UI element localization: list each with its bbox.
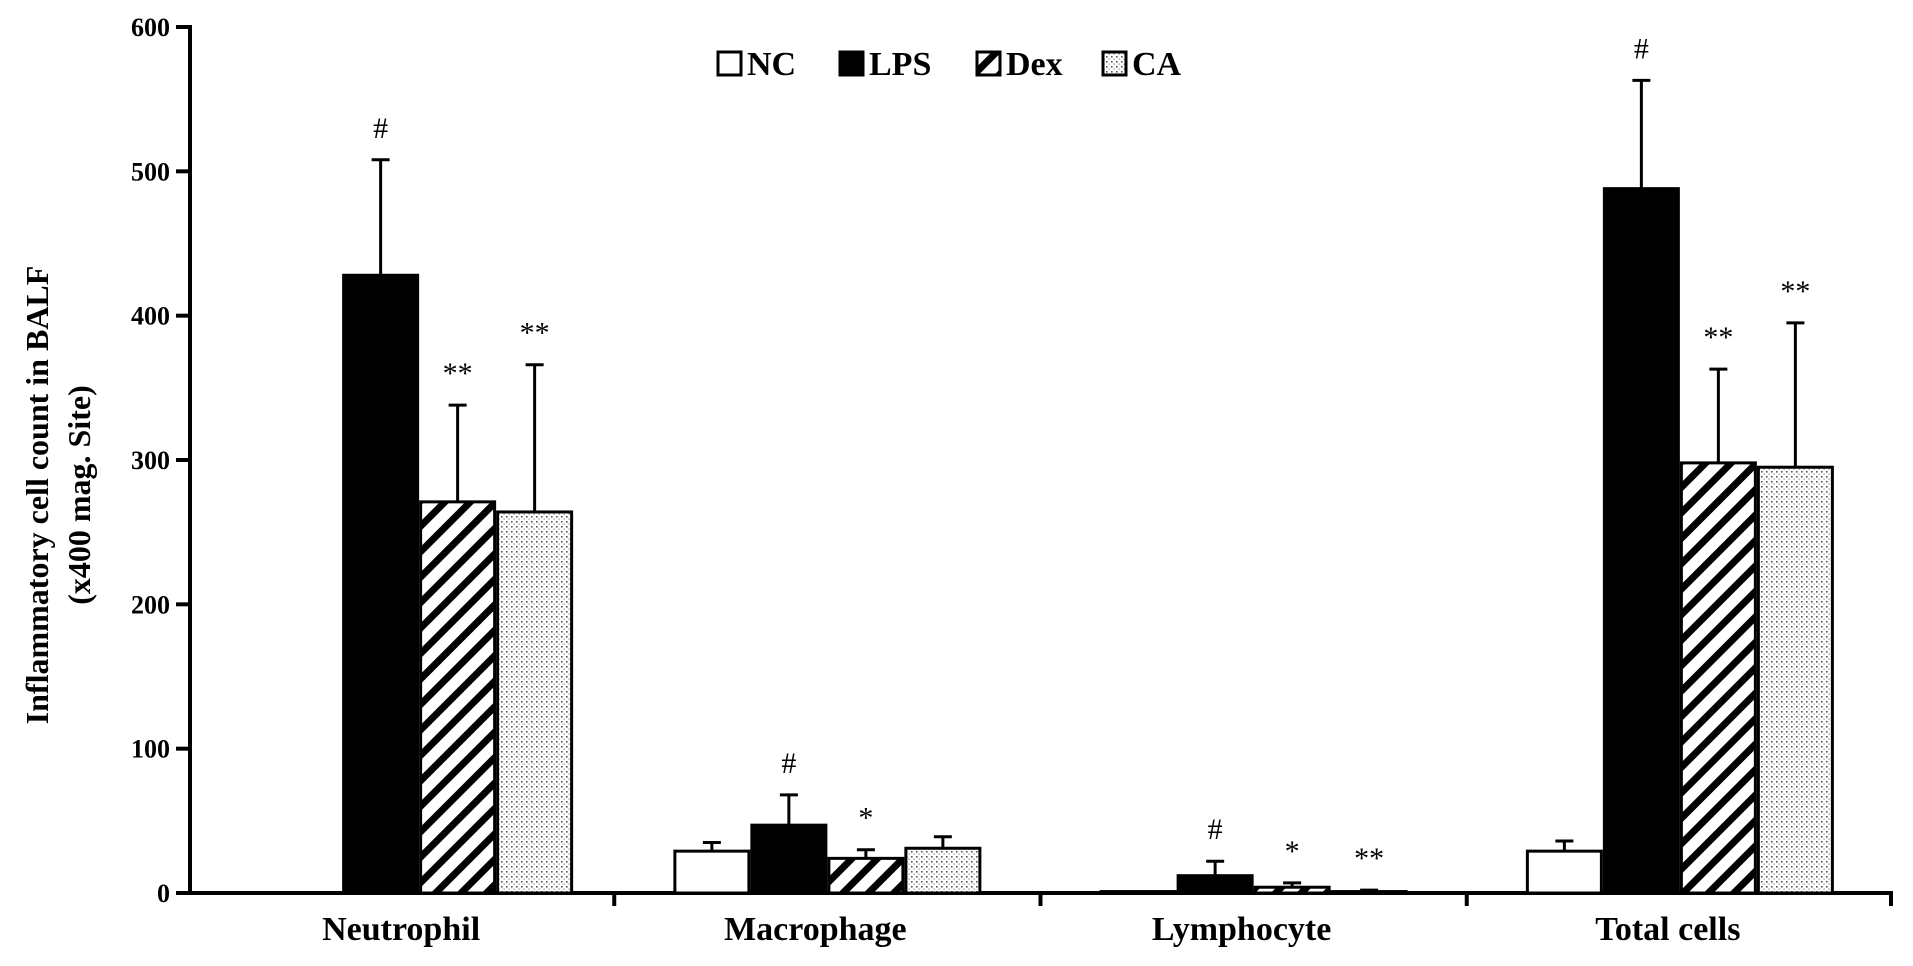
bar-nc-lymphocyte (1099, 890, 1177, 895)
y-tick-label: 300 (131, 446, 170, 475)
legend-label-dex: Dex (1006, 46, 1063, 83)
legend-swatch-ca (1101, 50, 1128, 77)
legend-label-ca: CA (1132, 46, 1182, 83)
significance-mark: # (1208, 813, 1223, 846)
significance-mark: ** (1703, 321, 1733, 354)
bar-lps-total-cells (1602, 187, 1680, 895)
significance-mark: ** (520, 317, 550, 350)
x-tick-labels: Neutrophil Macrophage Lymphocyte Total cell… (322, 911, 1740, 948)
bar-lps-macrophage (750, 823, 828, 895)
y-tick-label: 100 (131, 735, 170, 764)
legend-label-nc: NC (747, 46, 796, 83)
legend-swatch-nc (716, 50, 743, 77)
bar-ca-macrophage (904, 846, 982, 895)
legend-swatch-lps (838, 50, 865, 77)
bar-ca-total-cells (1756, 465, 1834, 895)
bar-lps-neutrophil (342, 273, 420, 895)
y-tick-label: 600 (131, 13, 170, 42)
legend-swatch-dex (975, 50, 1002, 77)
y-tick-label: 0 (157, 879, 170, 908)
significance-mark: ** (1354, 842, 1384, 875)
significance-mark: ** (1780, 275, 1810, 308)
bar-dex-lymphocyte (1253, 885, 1331, 895)
significance-mark: ** (443, 357, 473, 390)
bar-dex-total-cells (1679, 461, 1757, 895)
bars: #****#* #* **#**** (342, 32, 1834, 895)
y-axis-label-line-2: (x400 mag. Site) (61, 385, 97, 605)
bar-ca-lymphocyte (1330, 890, 1408, 895)
y-ticks: 0 100 200 300 400 500 600 (131, 13, 190, 908)
bar-ca-neutrophil (496, 510, 574, 895)
significance-mark: # (1634, 32, 1649, 65)
bar-dex-macrophage (827, 856, 905, 895)
significance-mark: # (373, 112, 388, 145)
y-tick-label: 500 (131, 157, 170, 186)
y-tick-label: 400 (131, 302, 170, 331)
bar-dex-neutrophil (419, 500, 497, 895)
y-axis-label: Inflammatory cell count in BALF (x400 ma… (19, 266, 97, 725)
x-tick-label: Lymphocyte (1152, 911, 1331, 948)
legend-label-lps: LPS (869, 46, 931, 83)
y-axis-label-line-1: Inflammatory cell count in BALF (19, 266, 55, 725)
x-tick-label: Neutrophil (322, 911, 480, 948)
bar-lps-lymphocyte (1176, 874, 1254, 895)
y-tick-label: 200 (131, 590, 170, 619)
bar-nc-macrophage (673, 849, 751, 895)
significance-mark: # (781, 747, 796, 780)
significance-mark: * (1285, 835, 1300, 868)
significance-mark: * (858, 802, 873, 835)
x-tick-label: Total cells (1595, 911, 1740, 948)
x-tick-label: Macrophage (724, 911, 907, 948)
bar-nc-total-cells (1525, 849, 1603, 895)
legend: NC LPS Dex CA (716, 46, 1182, 83)
